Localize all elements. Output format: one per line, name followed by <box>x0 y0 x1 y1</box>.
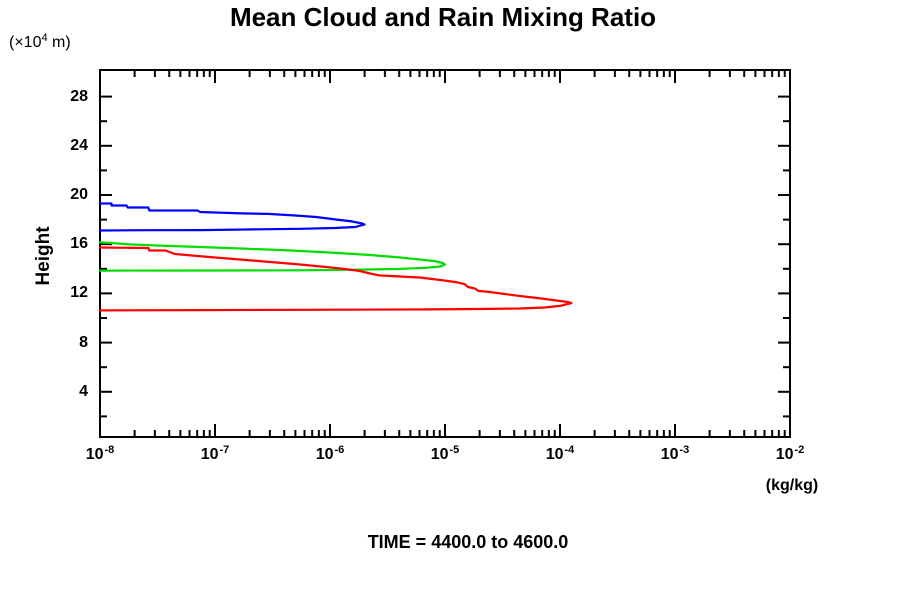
series-green-contour <box>98 241 447 272</box>
x-tick-base: 10 <box>315 446 334 463</box>
x-tick-exponent: -2 <box>794 444 805 456</box>
y-axis-unit-label: (×104 m) <box>9 32 71 52</box>
y-axis-ticks <box>100 95 790 418</box>
x-tick-label: 10-6 <box>300 444 360 464</box>
y-tick-label: 20 <box>70 186 88 203</box>
x-tick-exponent: -8 <box>104 444 115 456</box>
x-tick-label: 10-3 <box>645 444 705 464</box>
x-tick-exponent: -4 <box>564 444 575 456</box>
series-blue-contour <box>98 202 366 232</box>
time-annotation: TIME = 4400.0 to 4600.0 <box>367 532 569 552</box>
y-tick-label: 16 <box>70 235 88 253</box>
x-tick-base: 10 <box>430 446 449 463</box>
plot-frame <box>99 69 791 438</box>
y-tick-label: 8 <box>79 333 88 351</box>
x-tick-base: 10 <box>85 446 104 463</box>
y-tick-label: 28 <box>70 87 88 105</box>
x-tick-label: 10-4 <box>530 444 590 464</box>
x-tick-label: 10-2 <box>760 444 820 464</box>
x-tick-base: 10 <box>200 446 219 463</box>
y-axis-unit-exponent: 4 <box>41 32 48 44</box>
x-axis-unit-label: (kg/kg) <box>765 477 819 494</box>
x-tick-exponent: -7 <box>219 444 230 456</box>
x-tick-base: 10 <box>660 446 679 463</box>
series-red-contour <box>98 246 573 312</box>
chart-title: Mean Cloud and Rain Mixing Ratio <box>229 2 657 32</box>
x-tick-exponent: -6 <box>334 444 345 456</box>
y-tick-label: 12 <box>70 284 88 302</box>
x-axis-ticks <box>99 70 791 437</box>
x-tick-base: 10 <box>775 446 794 463</box>
y-axis-unit-suffix: m) <box>47 34 71 51</box>
y-tick-label: 24 <box>70 136 88 154</box>
x-tick-base: 10 <box>545 446 564 463</box>
x-tick-exponent: -3 <box>679 444 690 456</box>
x-tick-label: 10-5 <box>415 444 475 464</box>
x-tick-label: 10-7 <box>185 444 245 464</box>
y-tick-label: 4 <box>79 382 88 400</box>
x-tick-label: 10-8 <box>70 444 130 464</box>
y-axis-unit-prefix: (×10 <box>9 34 42 51</box>
x-tick-exponent: -5 <box>449 444 460 456</box>
